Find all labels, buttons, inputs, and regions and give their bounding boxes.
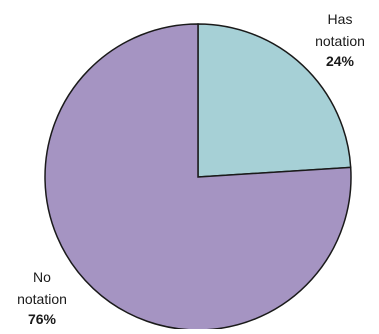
slices-layer — [44, 23, 352, 331]
slice-label-line: Has — [328, 11, 353, 27]
slice-label-no-notation: No notation 76% — [17, 269, 67, 327]
slice-label-line: No — [33, 269, 51, 285]
slice-label-line: notation — [17, 291, 67, 307]
slice-value-label: 24% — [326, 53, 355, 69]
pie-slice-has-notation — [197, 23, 352, 178]
slice-label-line: notation — [315, 33, 365, 49]
slice-label-has-notation: Has notation 24% — [315, 11, 365, 69]
pie-slice-no-notation — [44, 23, 352, 331]
slice-value-label: 76% — [28, 311, 57, 327]
